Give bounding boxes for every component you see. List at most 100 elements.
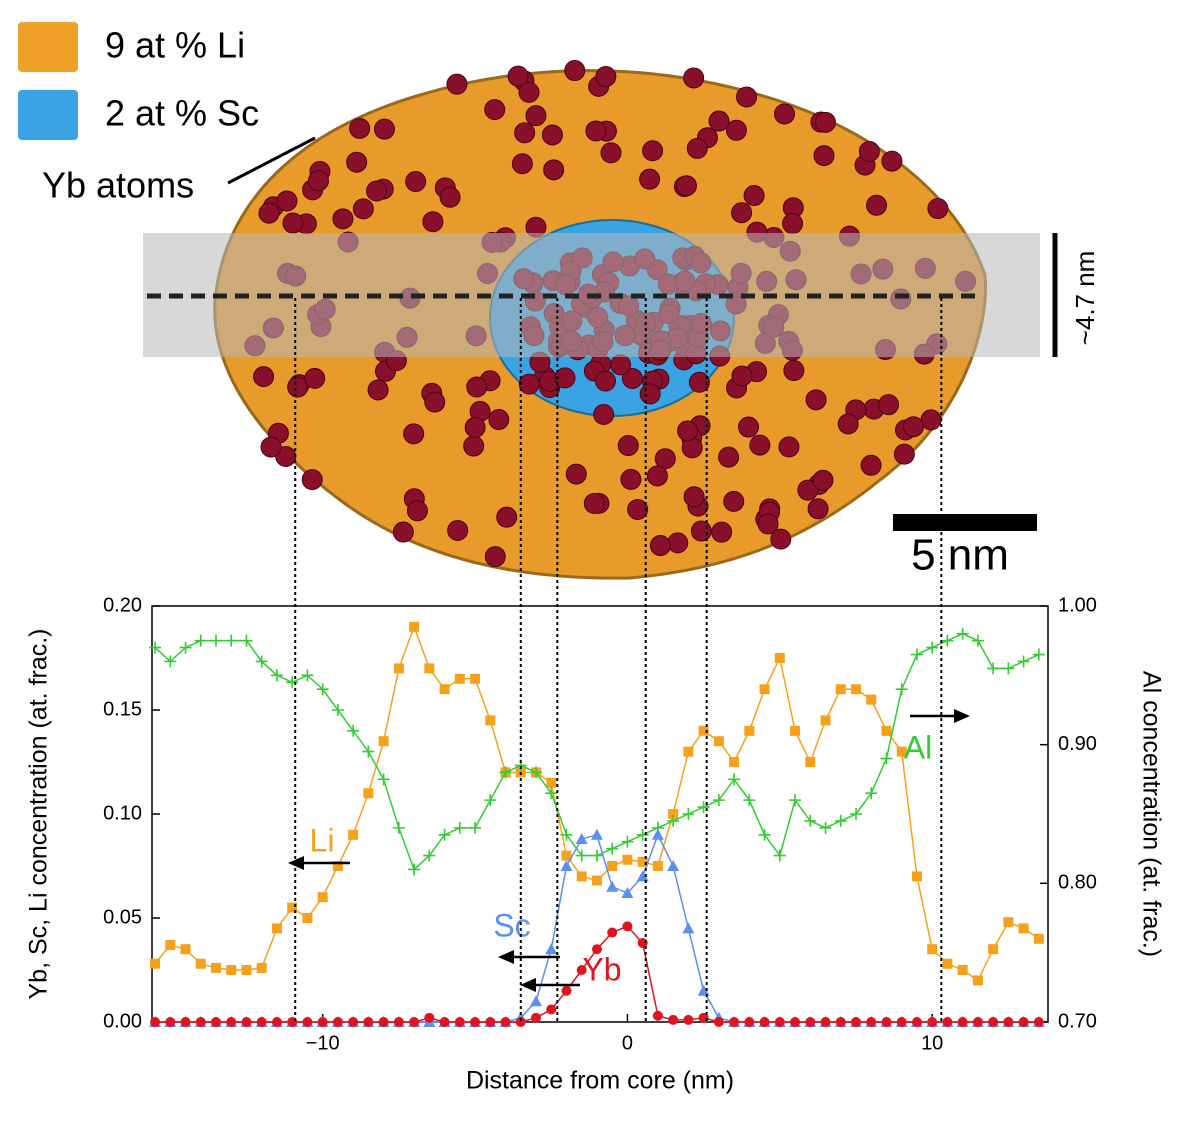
yb-atom [736,86,758,108]
data-point [1018,923,1029,934]
data-point [590,828,603,840]
data-point [378,1017,389,1027]
data-point [591,944,602,955]
yb-atom [812,469,834,491]
data-point [682,922,695,934]
data-point [759,684,770,695]
data-point [226,1017,237,1027]
data-point [408,863,421,876]
yb-atom [525,105,547,127]
data-point [392,821,405,834]
data-point [941,634,954,647]
yb-atom [565,463,587,485]
data-point [927,944,938,955]
data-point [499,766,512,779]
data-point [881,1017,892,1027]
data-point [362,745,375,758]
data-point [667,860,680,871]
annotation-arrowhead [954,709,970,723]
data-point [317,1017,328,1027]
data-point [805,757,816,767]
yb-atom [595,66,617,88]
data-point [956,627,969,640]
yb-atom [805,389,827,411]
data-point [988,944,999,955]
data-point [438,828,451,841]
yb-atom [484,546,506,568]
data-point [302,1017,313,1027]
x-tick-label: 0 [622,1032,633,1054]
data-point [393,663,404,674]
data-point [301,669,314,682]
annotation-arrowhead [520,978,536,992]
data-point [713,736,724,747]
atoms-label: Yb atoms [42,165,194,206]
series-annotation: Sc [493,907,530,943]
data-point [957,1017,968,1027]
data-point [910,648,923,661]
yb-atom [488,409,510,431]
yb-atom [731,365,753,387]
yb-atom [367,379,389,401]
yb-atom [620,468,642,490]
data-point [683,1014,694,1025]
data-point [850,808,862,820]
yb-atom [593,403,615,425]
yb-atom [683,486,705,508]
yb-atom [858,140,880,162]
data-point [363,788,374,799]
yb-atom [507,65,529,87]
yb-atom [627,498,649,520]
yb-atom [422,211,444,233]
yb-atom [738,416,760,438]
yb-atom [866,194,888,216]
yb-atom [639,168,661,190]
data-point [835,684,846,695]
data-point [270,669,283,682]
data-point [485,715,496,726]
data-point [866,694,877,705]
yb-atom [543,159,565,181]
data-point [759,1017,770,1027]
yb-atom [260,436,282,458]
yb-atom [447,519,469,541]
yb-atom [770,528,792,550]
data-point [590,849,603,862]
y-tick-label: 0.10 [103,802,142,824]
yb-atom [301,469,323,491]
data-point [377,773,390,786]
data-point [926,641,939,654]
data-point [942,1017,953,1027]
data-point [378,736,389,747]
yb-atom [813,145,835,167]
x-tick-label: −10 [306,1032,340,1054]
height-label: ~4.7 nm [1070,251,1100,346]
data-point [957,965,968,975]
data-point [500,1017,511,1027]
data-point [560,828,573,841]
data-point [363,1017,374,1027]
yb-atom [782,213,804,235]
yb-atom [276,190,298,212]
y-tick-label: 0.15 [103,698,142,720]
yb-atom [814,111,836,133]
data-point [1018,1017,1029,1027]
series-annotation: Li [310,822,335,858]
data-point [729,757,740,767]
yb-atom [304,367,326,389]
data-point [622,854,633,865]
data-point [256,1017,267,1027]
yb-atom [406,500,428,522]
data-point [149,641,162,654]
data-point [668,809,679,819]
data-point [316,683,329,696]
data-point [164,655,177,668]
data-point [485,1017,496,1027]
data-point [484,794,497,807]
data-point [636,870,649,882]
data-point [774,1017,785,1027]
legend-swatch [18,90,78,140]
data-point [637,856,648,867]
data-point [332,861,343,871]
data-point [332,1017,343,1027]
